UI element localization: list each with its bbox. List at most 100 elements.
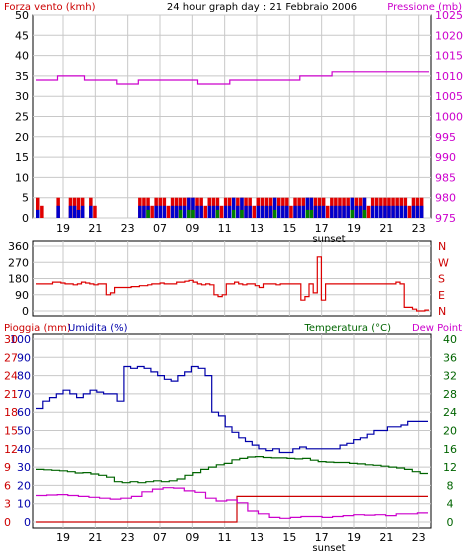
temperature-y-ticks: 0 4 8 12 16 20 24 28 32 36 40 <box>443 333 457 529</box>
wind-gust-bar <box>411 205 416 218</box>
wind-gust-bar <box>138 205 142 218</box>
dewpoint-axis-title: Dew Point <box>412 323 462 334</box>
dewpoint-line <box>36 487 428 519</box>
wind-gust-bar <box>195 205 199 218</box>
wind-gust-bar <box>375 205 379 218</box>
temperature-axis-title: Temperatura (°C) <box>303 323 391 334</box>
wind-avg-bar <box>215 209 220 218</box>
wind-gust-bar <box>330 205 334 218</box>
humidity-x-tick: 19 <box>347 531 361 544</box>
pressure-y-tick: 1025 <box>435 9 463 22</box>
wind-gust-bar <box>362 197 367 218</box>
wind-y-ticks: 0 5 10 15 20 25 30 35 40 45 50 <box>15 9 29 225</box>
wind-gust-bar <box>142 205 146 218</box>
wind-max-bar <box>219 205 224 218</box>
pressure-line <box>36 71 429 85</box>
wind-y-tick: 15 <box>15 151 29 164</box>
pressure-y-ticks: 975 980 985 990 995 1000 1005 1010 1015 1020 1025 <box>435 9 463 225</box>
compass-label: E <box>438 289 445 302</box>
rain-y-tick: 12 <box>4 443 18 456</box>
humidity-x-tick: 07 <box>153 531 167 544</box>
sunset-label: sunset <box>312 234 345 245</box>
wind-y-tick: 10 <box>15 171 29 184</box>
wind-max-bar <box>407 205 412 218</box>
humidity-y-tick: 30 <box>17 461 31 474</box>
wind-gust-bar <box>387 205 391 218</box>
wind-gust-bar <box>415 205 420 218</box>
temperature-y-tick: 40 <box>443 333 457 346</box>
wind-avg-bar <box>362 209 367 218</box>
wind-x-tick: 15 <box>282 222 296 235</box>
wind-avg-bar <box>240 209 244 218</box>
wind-gust-bar <box>80 205 85 218</box>
humidity-axis-title: Umidita (%) <box>68 323 128 334</box>
rain-y-tick: 6 <box>4 479 11 492</box>
wind-max-bar <box>203 205 207 218</box>
wind-avg-bar <box>309 209 314 218</box>
wind-avg-bar <box>146 209 150 218</box>
compass-label: N <box>438 240 446 253</box>
humidity-x-tick: 13 <box>250 531 264 544</box>
wind-gust-bar <box>268 205 273 218</box>
humidity-y-tick: 0 <box>24 516 31 529</box>
wind-gust-bar <box>301 205 305 218</box>
wind-gust-bar <box>334 205 338 218</box>
humidity-y-tick: 90 <box>17 351 31 364</box>
temperature-y-tick: 0 <box>447 516 454 529</box>
direction-y-tick: 0 <box>22 305 29 318</box>
wind-max-bar <box>326 205 330 218</box>
wind-gust-bar <box>338 205 342 218</box>
wind-gust-bar <box>228 205 232 218</box>
direction-y-ticks: 0 90 180 270 360 <box>8 240 29 318</box>
humidity-y-tick: 10 <box>17 498 31 511</box>
wind-gust-bar <box>183 205 187 218</box>
rain-axis-title: Pioggia (mm) <box>4 323 71 334</box>
humidity-x-tick: 19 <box>56 531 70 544</box>
wind-x-ticks: 19 21 23 07 09 11 13 15 17 19 21 23 <box>56 222 426 235</box>
temperature-y-tick: 36 <box>443 351 457 364</box>
pressure-y-tick: 990 <box>435 151 456 164</box>
pressure-y-tick: 980 <box>435 192 456 205</box>
temperature-y-tick: 8 <box>447 479 454 492</box>
wind-gust-bar <box>191 197 195 218</box>
wind-gust-bar <box>223 205 228 218</box>
wind-x-tick: 19 <box>56 222 70 235</box>
wind-gust-bar <box>76 209 81 218</box>
wind-y-tick: 30 <box>15 90 29 103</box>
humidity-y-tick: 100 <box>10 333 31 346</box>
humidity-y-tick: 20 <box>17 479 31 492</box>
wind-gust-bar <box>342 205 346 218</box>
wind-gust-bar <box>399 205 403 218</box>
pressure-y-tick: 975 <box>435 212 456 225</box>
wind-gust-bar <box>260 205 265 218</box>
wind-gust-bar <box>36 209 40 218</box>
wind-x-tick: 09 <box>185 222 199 235</box>
wind-gust-bar <box>244 205 248 218</box>
wind-gust-bar <box>354 205 359 218</box>
wind-x-tick: 17 <box>315 222 329 235</box>
wind-gust-bar <box>403 205 408 218</box>
humidity-x-tick: 17 <box>315 531 329 544</box>
wind-panel-grid <box>33 14 431 219</box>
compass-label: S <box>438 273 445 286</box>
humidity-y-tick: 60 <box>17 406 31 419</box>
wind-gust-bar <box>256 205 260 218</box>
wind-x-tick: 21 <box>379 222 393 235</box>
temperature-y-tick: 16 <box>443 443 457 456</box>
wind-x-tick: 11 <box>218 222 232 235</box>
wind-gust-bar <box>240 197 244 218</box>
wind-gust-bar <box>285 205 289 218</box>
wind-x-tick: 21 <box>88 222 102 235</box>
wind-y-tick: 45 <box>15 29 29 42</box>
wind-gust-bar <box>350 197 354 218</box>
wind-gust-bar <box>236 205 240 218</box>
temperature-line <box>36 456 428 484</box>
wind-avg-bar <box>191 209 195 218</box>
wind-gust-bar <box>309 197 314 218</box>
wind-gust-bar <box>232 197 236 218</box>
wind-gust-bar <box>313 205 318 218</box>
